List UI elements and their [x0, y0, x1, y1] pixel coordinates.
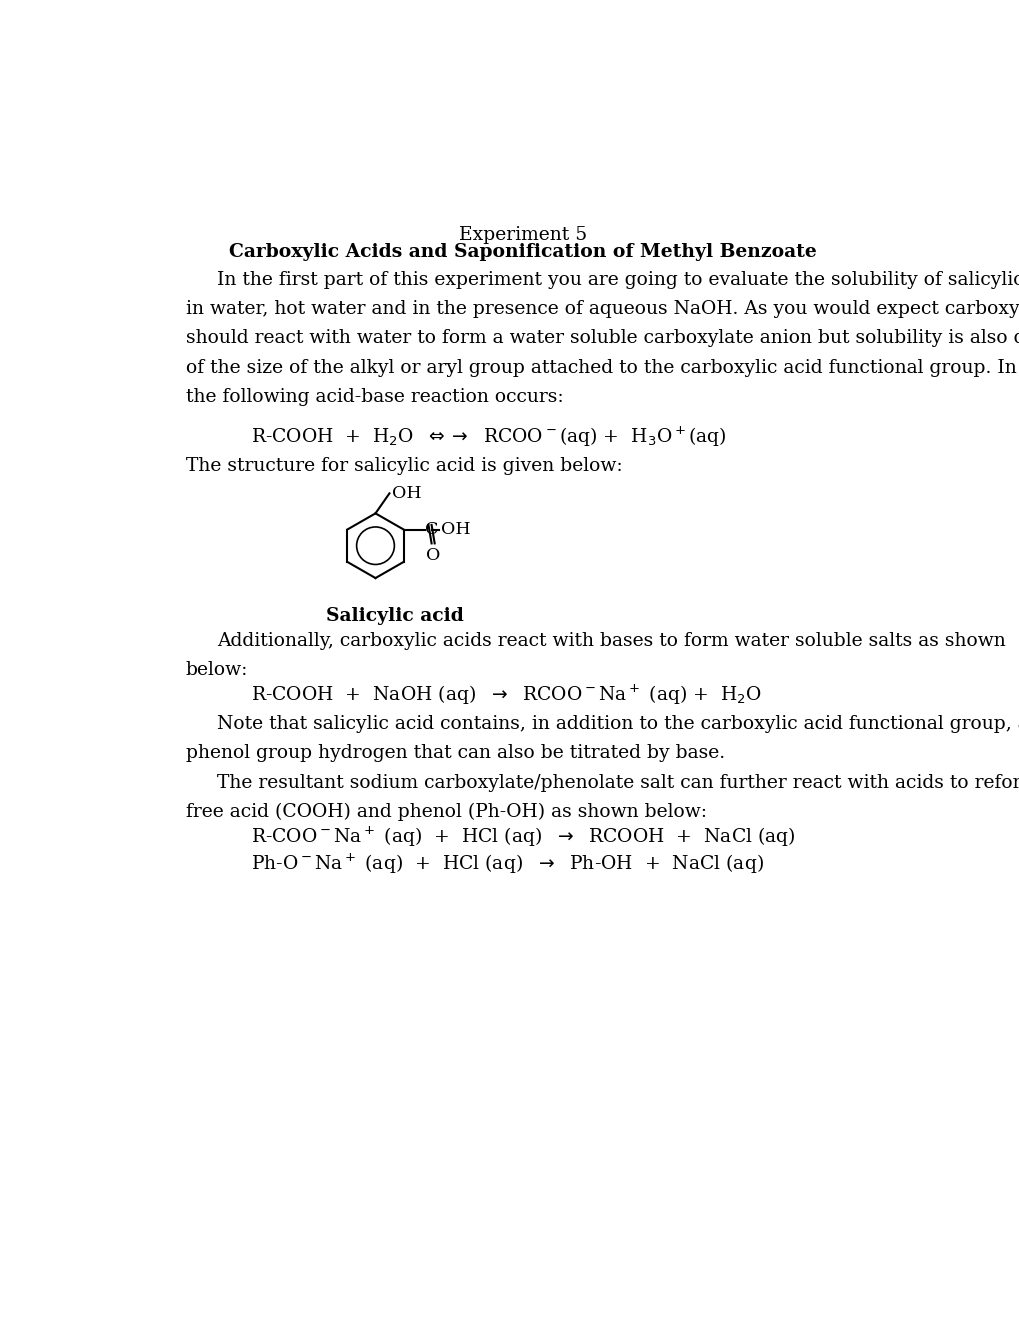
- Text: Carboxylic Acids and Saponification of Methyl Benzoate: Carboxylic Acids and Saponification of M…: [228, 243, 816, 261]
- Text: Note that salicylic acid contains, in addition to the carboxylic acid functional: Note that salicylic acid contains, in ad…: [216, 715, 1019, 733]
- Text: of the size of the alkyl or aryl group attached to the carboxylic acid functiona: of the size of the alkyl or aryl group a…: [185, 359, 1019, 376]
- Text: The resultant sodium carboxylate/phenolate salt can further react with acids to : The resultant sodium carboxylate/phenola…: [216, 774, 1019, 792]
- Text: Salicylic acid: Salicylic acid: [326, 607, 464, 626]
- Text: phenol group hydrogen that can also be titrated by base.: phenol group hydrogen that can also be t…: [185, 744, 725, 763]
- Text: OH: OH: [391, 484, 421, 502]
- Text: O: O: [426, 548, 440, 564]
- Text: R-COOH  +  H$_2$O  $\Leftrightarrow$$\rightarrow$  RCOO$^-$(aq) +  H$_3$O$^+$(aq: R-COOH + H$_2$O $\Leftrightarrow$$\right…: [252, 425, 727, 449]
- Text: Ph-O$^-$Na$^+$ (aq)  +  HCl (aq)  $\rightarrow$  Ph-OH  +  NaCl (aq): Ph-O$^-$Na$^+$ (aq) + HCl (aq) $\rightar…: [252, 853, 763, 876]
- Text: R-COOH  +  NaOH (aq)  $\rightarrow$  RCOO$^-$Na$^+$ (aq) +  H$_2$O: R-COOH + NaOH (aq) $\rightarrow$ RCOO$^-…: [252, 682, 761, 708]
- Text: R-COO$^-$Na$^+$ (aq)  +  HCl (aq)  $\rightarrow$  RCOOH  +  NaCl (aq): R-COO$^-$Na$^+$ (aq) + HCl (aq) $\righta…: [252, 825, 796, 849]
- Text: In the first part of this experiment you are going to evaluate the solubility of: In the first part of this experiment you…: [216, 271, 1019, 289]
- Text: below:: below:: [185, 661, 248, 680]
- Text: free acid (COOH) and phenol (Ph-OH) as shown below:: free acid (COOH) and phenol (Ph-OH) as s…: [185, 803, 706, 821]
- Text: OH: OH: [440, 521, 470, 539]
- Text: C: C: [425, 521, 438, 539]
- Text: The structure for salicylic acid is given below:: The structure for salicylic acid is give…: [185, 457, 622, 475]
- Text: Experiment 5: Experiment 5: [459, 226, 586, 244]
- Text: Additionally, carboxylic acids react with bases to form water soluble salts as s: Additionally, carboxylic acids react wit…: [216, 632, 1005, 649]
- Text: the following acid-base reaction occurs:: the following acid-base reaction occurs:: [185, 388, 562, 405]
- Text: should react with water to form a water soluble carboxylate anion but solubility: should react with water to form a water …: [185, 330, 1019, 347]
- Text: in water, hot water and in the presence of aqueous NaOH. As you would expect car: in water, hot water and in the presence …: [185, 300, 1019, 318]
